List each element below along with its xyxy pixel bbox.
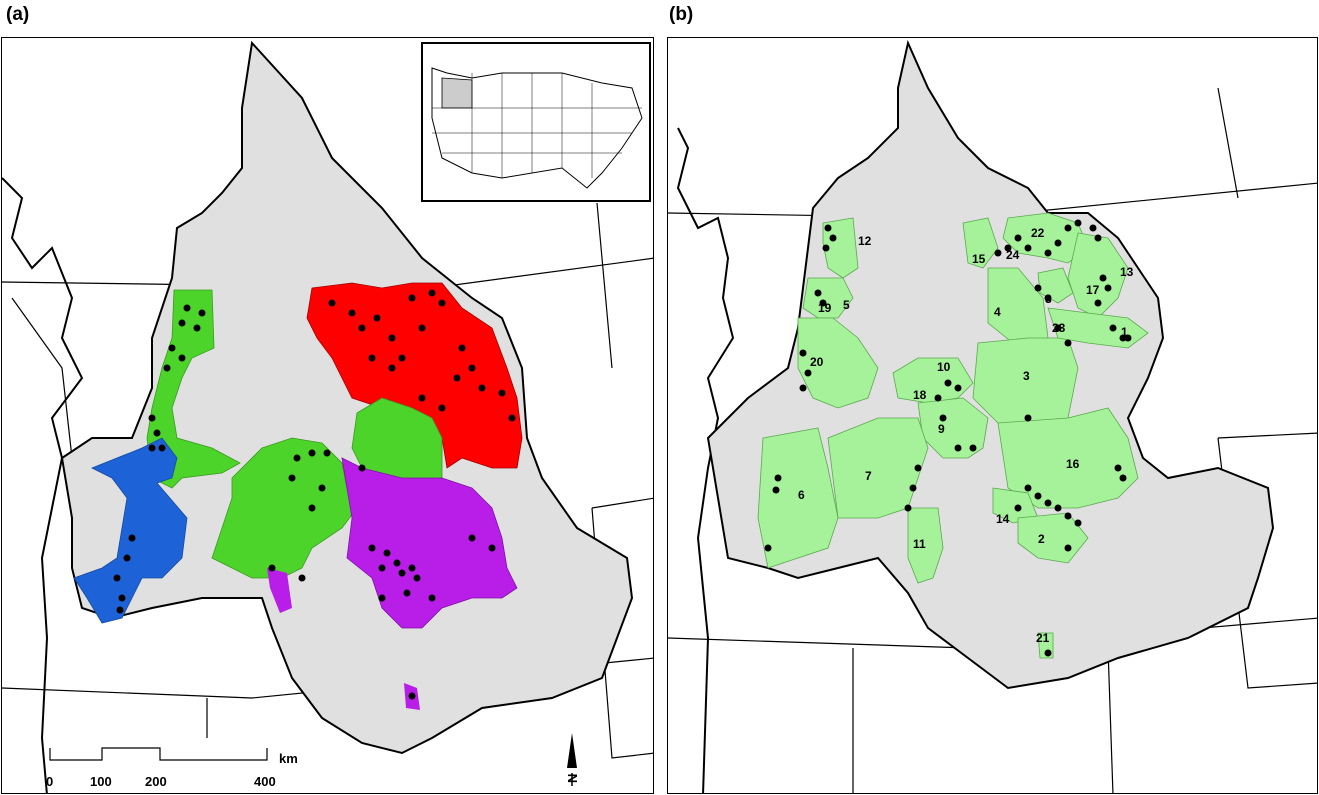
- region-label-3: 3: [1023, 369, 1030, 383]
- region-15: [962, 217, 999, 269]
- site-points-b: [764, 219, 1132, 657]
- scale-tick-400: 400: [254, 774, 276, 789]
- region-label-18: 18: [913, 388, 927, 402]
- region-label-13: 13: [1120, 265, 1134, 279]
- region-label-9: 9: [938, 422, 945, 436]
- region-label-8: 8: [1045, 292, 1052, 306]
- coastline: [676, 127, 735, 793]
- region-label-23: 23: [1052, 321, 1066, 335]
- region-label-21: 21: [1036, 631, 1050, 645]
- region-label-22: 22: [1031, 226, 1045, 240]
- scale-tick-200: 200: [145, 774, 167, 789]
- region-10-18: [892, 357, 974, 404]
- scale-tick-0: 0: [46, 774, 53, 789]
- region-label-7: 7: [865, 469, 872, 483]
- region-label-24: 24: [1006, 248, 1020, 262]
- north-arrow-icon: [567, 733, 577, 786]
- region-label-12: 12: [858, 234, 872, 248]
- region-labels: 1 2 3 4 5 6 7 8 9 10 11 12 13 14 15 16 1…: [798, 226, 1134, 645]
- region-purple: [341, 457, 518, 629]
- region-label-11: 11: [913, 537, 926, 551]
- scale-tick-100: 100: [90, 774, 112, 789]
- region-9: [917, 397, 989, 459]
- region-blue: [73, 437, 188, 624]
- region-green-c: [211, 437, 358, 579]
- scale-bar: [49, 747, 268, 761]
- region-label-19: 19: [818, 301, 832, 315]
- scale-unit: km: [279, 751, 298, 766]
- region-label-17: 17: [1086, 283, 1100, 297]
- region-label-10: 10: [937, 360, 951, 374]
- inset-map-usa: [421, 42, 651, 202]
- site-points-a: [113, 289, 516, 700]
- region-20: [797, 317, 879, 409]
- region-label-4: 4: [994, 305, 1001, 319]
- region-label-2: 2: [1038, 532, 1045, 546]
- region-label-15: 15: [972, 252, 986, 266]
- region-6: [757, 427, 839, 569]
- region-purple-small: [267, 568, 292, 613]
- north-arrow-label: N: [565, 774, 580, 783]
- region-11: [907, 507, 944, 584]
- region-5-19: [802, 277, 854, 319]
- region-label-14: 14: [996, 512, 1010, 526]
- region-label-6: 6: [798, 488, 805, 502]
- panel-label-a: (a): [6, 4, 30, 25]
- region-label-20: 20: [810, 355, 824, 369]
- panel-label-b: (b): [669, 4, 694, 25]
- map-panel-b: 1 2 3 4 5 6 7 8 9 10 11 12 13 14 15 16 1…: [667, 37, 1318, 794]
- region-green-nw: [146, 289, 241, 489]
- region-7: [827, 417, 929, 519]
- region-13-17: [1067, 232, 1129, 319]
- region-label-1: 1: [1121, 325, 1128, 339]
- map-panel-a: 0 100 200 400 km N: [1, 37, 654, 794]
- region-label-16: 16: [1066, 457, 1080, 471]
- hydrologic-units: [757, 212, 1149, 659]
- coastline: [2, 177, 84, 793]
- region-label-5: 5: [843, 298, 850, 312]
